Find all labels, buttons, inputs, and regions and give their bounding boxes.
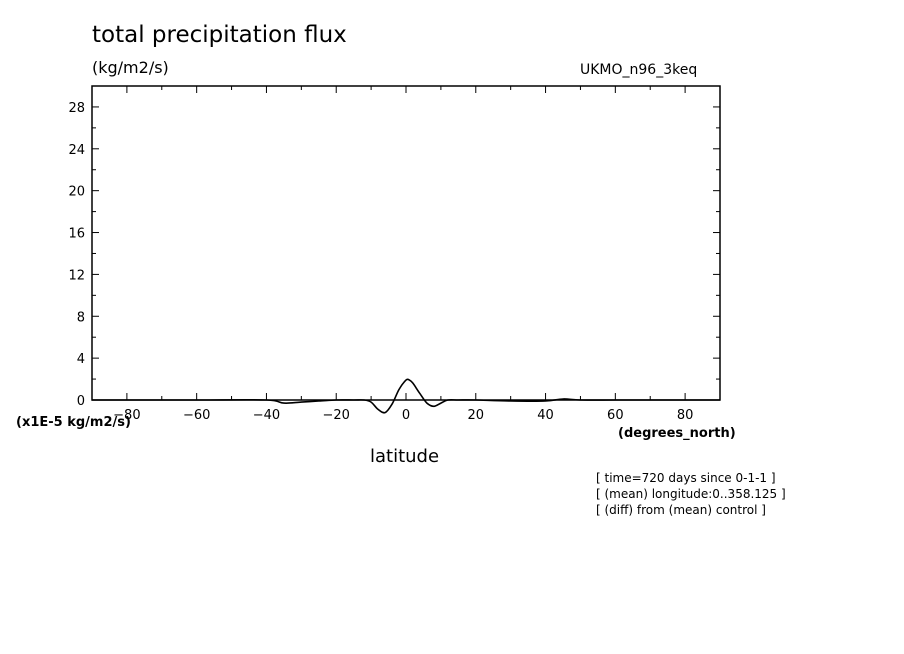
note-longitude: [ (mean) longitude:0..358.125 ]	[596, 487, 786, 501]
x-units-label: (degrees_north)	[618, 426, 736, 441]
chart-title: total precipitation flux	[92, 22, 347, 48]
y-tick-label: 8	[77, 310, 85, 325]
tick-labels-group: −80 −60 −40 −20 0 20 40 60 80 0 4 8 12 16 20 24 28	[68, 101, 693, 423]
x-tick-label: 0	[402, 408, 410, 423]
y-tick-label: 24	[68, 143, 85, 158]
model-label: UKMO_n96_3keq	[580, 62, 698, 78]
note-time: [ time=720 days since 0-1-1 ]	[596, 471, 776, 485]
ticks-group	[91, 85, 721, 401]
x-tick-label: −20	[323, 408, 350, 423]
y-tick-label: 0	[77, 394, 85, 409]
scale-label: (x1E-5 kg/m2/s)	[16, 415, 131, 430]
units-label: (kg/m2/s)	[92, 58, 169, 77]
plot-frame	[91, 85, 721, 401]
y-tick-label: 28	[68, 101, 85, 116]
y-tick-label: 20	[68, 185, 85, 200]
x-tick-label: 40	[537, 408, 554, 423]
y-tick-label: 4	[77, 352, 85, 367]
axes-group	[91, 85, 721, 401]
x-tick-label: 20	[468, 408, 485, 423]
x-tick-label: −80	[113, 408, 140, 423]
y-tick-label: 12	[68, 268, 85, 283]
series-line	[92, 378, 720, 414]
x-axis-label: latitude	[370, 446, 440, 467]
note-diff: [ (diff) from (mean) control ]	[596, 503, 766, 517]
x-tick-label: 80	[677, 408, 694, 423]
x-tick-label: 60	[607, 408, 624, 423]
y-tick-label: 16	[68, 227, 85, 242]
x-tick-label: −60	[183, 408, 210, 423]
x-tick-label: −40	[253, 408, 280, 423]
